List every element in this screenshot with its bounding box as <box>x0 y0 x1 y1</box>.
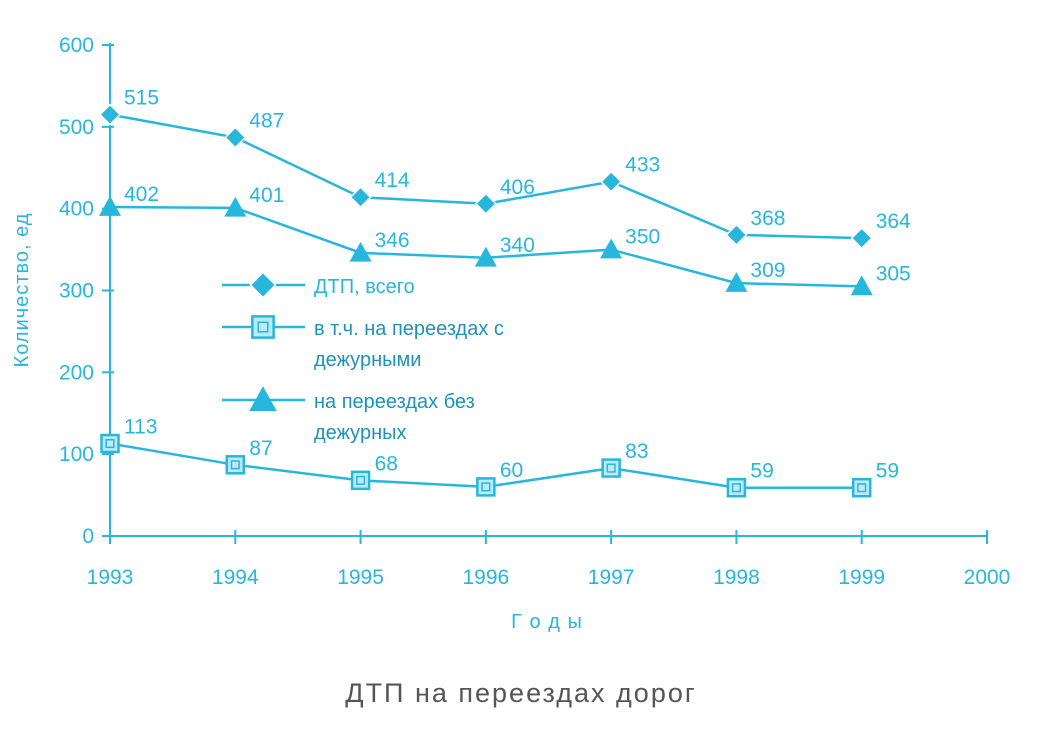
square-marker-box <box>851 477 872 498</box>
y-tick-label: 200 <box>59 361 94 384</box>
triangle-marker <box>850 275 873 296</box>
square-marker <box>851 477 872 498</box>
square-marker <box>350 470 371 491</box>
legend-square-marker-inner <box>257 321 269 333</box>
data-label: 433 <box>625 154 660 177</box>
legend-label: в т.ч. на переездах с <box>314 318 504 340</box>
diamond-marker <box>224 126 247 149</box>
chart-legend: ДТП, всего в т.ч. на переездах с дежурными… <box>222 271 504 444</box>
square-marker-inner <box>230 460 240 470</box>
x-tick-label: 1993 <box>87 566 134 589</box>
legend-square-marker-box <box>251 315 275 339</box>
x-tick-label: 2000 <box>964 566 1011 589</box>
diamond-marker <box>474 192 497 215</box>
square-marker-inner <box>731 483 742 493</box>
x-tick-label: 1998 <box>713 566 760 589</box>
x-tick-label: 1997 <box>588 566 635 589</box>
legend-label: дежурных <box>314 422 407 444</box>
x-tick-label: 1996 <box>462 566 509 589</box>
chart-data-labels: 515 487 414 406 433 368 364 113 87 68 60 83 59 59 402 4… <box>124 87 911 483</box>
diamond-marker <box>725 223 748 246</box>
y-axis-title: Количество, ед <box>11 213 33 368</box>
y-tick-label: 0 <box>82 525 94 548</box>
triangle-marker <box>99 196 121 216</box>
data-label: 59 <box>876 460 899 483</box>
square-marker <box>100 433 120 454</box>
data-label: 309 <box>750 259 785 282</box>
triangle-marker <box>600 238 623 259</box>
diamond-marker <box>600 170 623 193</box>
triangle-marker <box>349 241 372 262</box>
x-tick-label: 1994 <box>212 566 259 589</box>
square-marker-inner <box>355 475 366 485</box>
data-label: 68 <box>375 452 398 475</box>
x-axis-title: Г о д ы <box>511 611 583 633</box>
y-tick-label: 600 <box>59 34 94 57</box>
square-marker <box>601 458 621 478</box>
data-label: 515 <box>124 87 159 110</box>
y-tick-label: 500 <box>59 116 94 139</box>
square-marker-box <box>100 433 120 454</box>
chart-axes: 0 100 200 300 400 500 600 1993 1994 1995 1996 1997 1… <box>59 34 1010 589</box>
square-marker-box <box>476 477 496 497</box>
data-label: 346 <box>375 229 410 252</box>
square-marker-box <box>350 470 371 491</box>
data-label: 340 <box>500 234 535 257</box>
triangle-marker <box>725 272 748 292</box>
square-marker-box <box>726 477 747 498</box>
x-tick-label: 1995 <box>337 566 384 589</box>
y-tick-label: 300 <box>59 280 94 303</box>
data-label: 406 <box>500 176 535 199</box>
data-label: 305 <box>876 262 911 285</box>
square-marker-inner <box>481 482 491 492</box>
square-marker <box>476 477 496 497</box>
data-label: 402 <box>124 183 159 206</box>
diamond-marker <box>349 186 372 209</box>
legend-label: ДТП, всего <box>314 276 415 298</box>
square-marker-inner <box>857 483 867 493</box>
data-label: 87 <box>249 437 272 460</box>
diamond-marker <box>98 103 122 126</box>
legend-label: дежурными <box>314 349 421 371</box>
data-label: 350 <box>625 226 660 249</box>
legend-triangle-marker <box>249 386 277 411</box>
legend-square-marker <box>251 315 275 339</box>
square-marker-box <box>225 455 246 475</box>
triangle-marker <box>224 196 247 217</box>
square-marker-inner <box>606 463 616 473</box>
square-marker <box>726 477 747 498</box>
data-label: 368 <box>750 207 785 230</box>
data-label: 414 <box>375 169 410 192</box>
data-label: 364 <box>876 210 911 233</box>
data-label: 59 <box>750 460 773 483</box>
data-label: 487 <box>249 109 284 132</box>
series-line-diamond <box>109 113 862 240</box>
diamond-marker <box>850 227 873 250</box>
chart-caption: ДТП на переездах дорог <box>345 678 696 708</box>
data-label: 401 <box>249 184 284 207</box>
data-label: 83 <box>625 440 648 463</box>
square-marker <box>225 455 246 475</box>
data-label: 60 <box>500 459 523 482</box>
series-line-triangle <box>109 205 862 288</box>
square-marker-box <box>601 458 621 478</box>
chart-series <box>98 103 873 498</box>
legend-diamond-marker <box>249 271 277 299</box>
x-tick-label: 1999 <box>838 566 885 589</box>
legend-label: на переездах без <box>314 391 475 413</box>
square-marker-inner <box>105 438 115 449</box>
y-tick-label: 400 <box>59 198 94 221</box>
triangle-marker <box>474 246 497 267</box>
data-label: 113 <box>124 416 157 439</box>
y-tick-label: 100 <box>59 443 94 466</box>
